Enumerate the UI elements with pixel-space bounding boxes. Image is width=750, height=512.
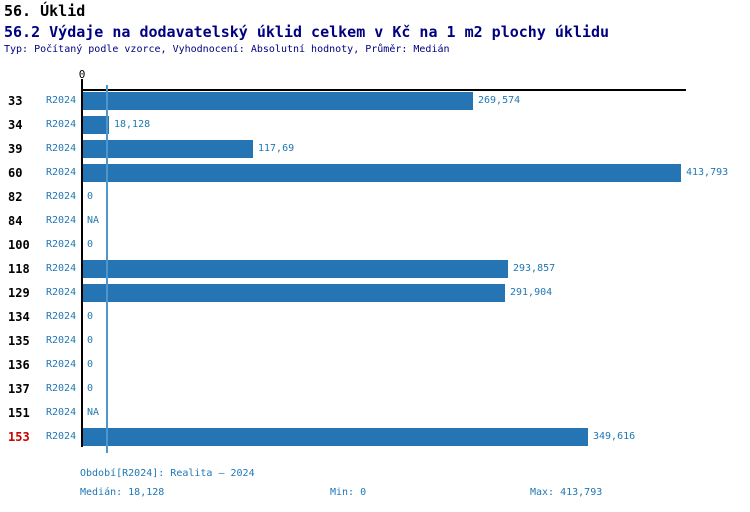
- series-label: R2024: [46, 191, 77, 202]
- report-subtitle: 56.2 Výdaje na dodavatelský úklid celkem…: [4, 23, 610, 41]
- series-label: R2024: [46, 143, 77, 154]
- chart-row: 39 R2024 117,69: [0, 137, 750, 161]
- row-id-label: 82: [8, 190, 23, 204]
- value-label: 18,128: [114, 119, 151, 130]
- axis-zero-tick-label: 0: [78, 68, 86, 81]
- value-bar: [83, 260, 508, 278]
- row-id-label: 34: [8, 118, 23, 132]
- x-axis-line: [81, 89, 686, 91]
- value-label: 117,69: [258, 143, 295, 154]
- chart-row: 136 R2024 0: [0, 353, 750, 377]
- value-label: 291,904: [510, 287, 553, 298]
- row-id-label: 135: [8, 334, 30, 348]
- value-label: 0: [87, 311, 94, 322]
- footer-min: Min: 0: [330, 487, 367, 498]
- chart-row: 134 R2024 0: [0, 305, 750, 329]
- value-label: 0: [87, 335, 94, 346]
- chart-row: 100 R2024 0: [0, 233, 750, 257]
- report-title: 56. Úklid: [4, 2, 86, 20]
- row-id-label: 84: [8, 214, 23, 228]
- row-id-label: 39: [8, 142, 23, 156]
- series-label: R2024: [46, 239, 77, 250]
- series-label: R2024: [46, 359, 77, 370]
- series-label: R2024: [46, 407, 77, 418]
- chart-row: 82 R2024 0: [0, 185, 750, 209]
- chart-row: 129 R2024 291,904: [0, 281, 750, 305]
- row-id-label: 137: [8, 382, 30, 396]
- value-bar: [83, 164, 681, 182]
- value-bar: [83, 140, 253, 158]
- row-id-label: 153: [8, 430, 30, 444]
- chart-row: 151 R2024 NA: [0, 401, 750, 425]
- series-label: R2024: [46, 287, 77, 298]
- value-label: 0: [87, 191, 94, 202]
- chart-row: 118 R2024 293,857: [0, 257, 750, 281]
- value-bar: [83, 428, 588, 446]
- value-label: 349,616: [593, 431, 636, 442]
- row-id-label: 134: [8, 310, 30, 324]
- row-id-label: 136: [8, 358, 30, 372]
- y-axis-line: [81, 79, 83, 447]
- series-label: R2024: [46, 167, 77, 178]
- value-bar: [83, 92, 473, 110]
- chart-row: 135 R2024 0: [0, 329, 750, 353]
- value-label: 293,857: [513, 263, 556, 274]
- value-bar: [83, 284, 505, 302]
- series-label: R2024: [46, 431, 77, 442]
- row-id-label: 33: [8, 94, 23, 108]
- value-label: 0: [87, 359, 94, 370]
- row-id-label: 118: [8, 262, 30, 276]
- value-label: 0: [87, 383, 94, 394]
- value-label: NA: [87, 215, 100, 226]
- median-reference-line: [106, 85, 108, 453]
- row-id-label: 60: [8, 166, 23, 180]
- series-label: R2024: [46, 215, 77, 226]
- series-label: R2024: [46, 383, 77, 394]
- chart-row: 153 R2024 349,616: [0, 425, 750, 449]
- value-bar: [83, 116, 109, 134]
- chart-row: 33 R2024 269,574: [0, 89, 750, 113]
- value-label: 0: [87, 239, 94, 250]
- series-label: R2024: [46, 119, 77, 130]
- series-label: R2024: [46, 335, 77, 346]
- footer-median: Medián: 18,128: [80, 487, 165, 498]
- row-id-label: 129: [8, 286, 30, 300]
- value-label: 413,793: [686, 167, 729, 178]
- chart-row: 137 R2024 0: [0, 377, 750, 401]
- series-label: R2024: [46, 95, 77, 106]
- value-label: NA: [87, 407, 100, 418]
- footer-max: Max: 413,793: [530, 487, 603, 498]
- chart-row: 60 R2024 413,793: [0, 161, 750, 185]
- value-label: 269,574: [478, 95, 521, 106]
- chart-row: 84 R2024 NA: [0, 209, 750, 233]
- series-label: R2024: [46, 311, 77, 322]
- row-id-label: 100: [8, 238, 30, 252]
- footer-period: Období[R2024]: Realita – 2024: [80, 468, 255, 479]
- chart-row: 34 R2024 18,128: [0, 113, 750, 137]
- report-meta-line: Typ: Počítaný podle vzorce, Vyhodnocení:…: [4, 44, 450, 55]
- row-id-label: 151: [8, 406, 30, 420]
- series-label: R2024: [46, 263, 77, 274]
